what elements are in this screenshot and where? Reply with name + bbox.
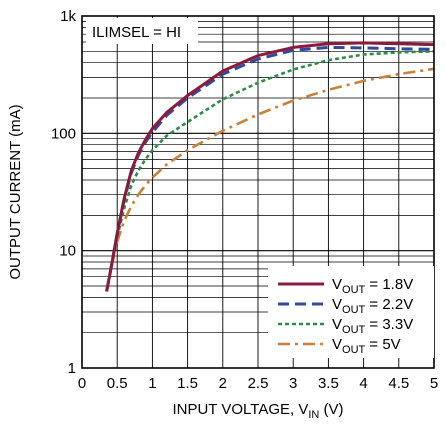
legend-label-sub: OUT	[342, 284, 366, 296]
legend-label-rest: = 2.2V	[365, 296, 413, 313]
x-axis-title: INPUT VOLTAGE, VIN (V)	[172, 401, 343, 421]
series-line	[105, 41, 435, 292]
y-tick-label: 1k	[60, 8, 76, 25]
x-axis-title-unit: (V)	[319, 401, 343, 418]
y-axis-title: OUTPUT CURRENT (mA)	[7, 104, 24, 279]
x-tick-label: 5	[430, 375, 438, 392]
legend-label-rest: = 1.8V	[365, 276, 413, 293]
y-tick-label: 10	[59, 243, 76, 260]
legend-label-main: V	[332, 276, 342, 293]
x-tick-label: 3.5	[318, 375, 339, 392]
x-tick-label: 2	[219, 375, 227, 392]
x-tick-label: 2.5	[248, 375, 269, 392]
series-line	[105, 50, 435, 292]
legend-label-sub: OUT	[342, 324, 366, 336]
legend-label-main: V	[332, 336, 342, 353]
x-tick-label: 1	[148, 375, 156, 392]
plot-frame	[81, 15, 435, 369]
legend-label-sub: OUT	[342, 304, 366, 316]
legend-label-main: V	[332, 316, 342, 333]
x-tick-label: 4.5	[388, 375, 409, 392]
y-axis-ticks: 1 10 100 1k	[51, 8, 77, 377]
x-axis-ticks: 0 0.5 1 1.5 2 2.5 3 3.5 4 4.5 5	[78, 375, 438, 392]
x-tick-label: 1.5	[177, 375, 198, 392]
x-axis-title-main: INPUT VOLTAGE, V	[172, 401, 308, 418]
legend-label-main: V	[332, 296, 342, 313]
series-line	[105, 45, 435, 292]
series-line	[105, 67, 435, 292]
legend-label: VOUT = 3.3V	[332, 316, 413, 336]
x-tick-label: 4	[359, 375, 367, 392]
legend-label-rest: = 3.3V	[365, 316, 413, 333]
legend-label: VOUT = 2.2V	[332, 296, 413, 316]
legend-label-sub: OUT	[342, 344, 366, 356]
legend-label: VOUT = 1.8V	[332, 276, 413, 296]
x-tick-label: 3	[289, 375, 297, 392]
x-tick-label: 0.5	[107, 375, 128, 392]
legend-label: VOUT = 5V	[332, 336, 401, 356]
legend-box	[268, 266, 434, 358]
legend-label-rest: = 5V	[365, 336, 400, 353]
series-layer	[105, 41, 435, 292]
y-tick-label: 100	[51, 125, 76, 142]
y-tick-label: 1	[68, 360, 76, 377]
x-axis-title-sub: IN	[308, 409, 319, 421]
annotation-text: ILIMSEL = HI	[92, 24, 181, 41]
annotation-box	[86, 18, 198, 44]
x-tick-label: 0	[78, 375, 86, 392]
